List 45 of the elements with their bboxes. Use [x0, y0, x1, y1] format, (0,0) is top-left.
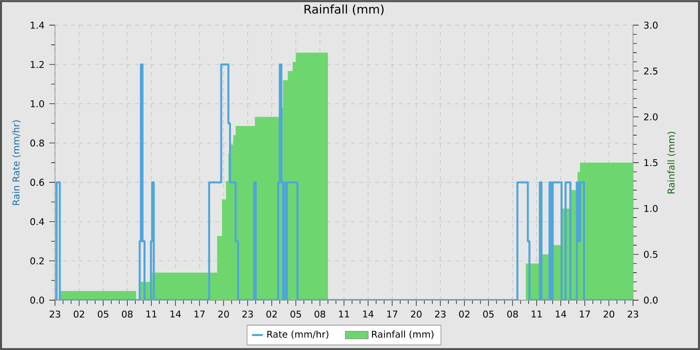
x-tick-label: 11 [339, 310, 350, 318]
y2-tick-label: 0.0 [644, 296, 658, 304]
x-tick-label: 05 [98, 310, 108, 318]
y2-tick-label: 1.0 [644, 204, 658, 212]
y-tick-label: 1.4 [30, 22, 44, 29]
x-tick-label: 20 [218, 310, 229, 318]
x-tick-label: 11 [146, 310, 156, 318]
x-tick-label: 23 [50, 310, 60, 318]
y2-tick-label: 0.5 [644, 250, 658, 258]
x-tick-label: 14 [363, 310, 374, 318]
x-tick-label: 02 [74, 310, 84, 318]
y2-tick-label: 3.0 [644, 22, 658, 29]
y-tick-label: 0.6 [30, 178, 44, 186]
y2-axis-title: Rainfall (mm) [667, 132, 676, 194]
y2-tick-label: 1.5 [644, 159, 658, 166]
legend-label: Rate (mm/hr) [267, 330, 328, 339]
x-tick-label: 11 [532, 310, 542, 318]
x-tick-label: 23 [628, 310, 638, 318]
x-tick-label: 23 [435, 310, 446, 318]
chart-title: Rainfall (mm) [304, 4, 384, 16]
x-tick-label: 17 [194, 310, 205, 318]
x-tick-label: 23 [242, 310, 253, 318]
x-tick-label: 08 [122, 310, 133, 318]
y-tick-label: 0.4 [30, 218, 44, 226]
x-tick-label: 02 [459, 310, 470, 318]
x-tick-label: 08 [507, 310, 518, 318]
x-tick-label: 14 [556, 310, 566, 318]
x-tick-label: 17 [387, 310, 398, 318]
x-tick-label: 05 [483, 310, 494, 318]
x-tick-label: 02 [266, 310, 277, 318]
x-tick-label: 14 [170, 310, 181, 318]
y-tick-label: 1.0 [30, 100, 44, 108]
y-tick-label: 1.2 [30, 60, 44, 68]
x-tick-label: 20 [604, 310, 614, 318]
x-tick-label: 05 [290, 310, 301, 318]
y-tick-label: 0.0 [30, 296, 44, 304]
y2-tick-label: 2.5 [644, 67, 658, 74]
y-tick-label: 0.8 [30, 139, 44, 146]
x-tick-label: 20 [411, 310, 422, 318]
x-tick-label: 17 [580, 310, 590, 318]
legend-label: Rainfall (mm) [372, 330, 434, 339]
y-axis-title: Rain Rate (mm/hr) [12, 120, 21, 205]
y2-tick-label: 2.0 [644, 113, 658, 120]
x-tick-label: 08 [314, 310, 326, 318]
y-tick-label: 0.2 [30, 257, 44, 264]
